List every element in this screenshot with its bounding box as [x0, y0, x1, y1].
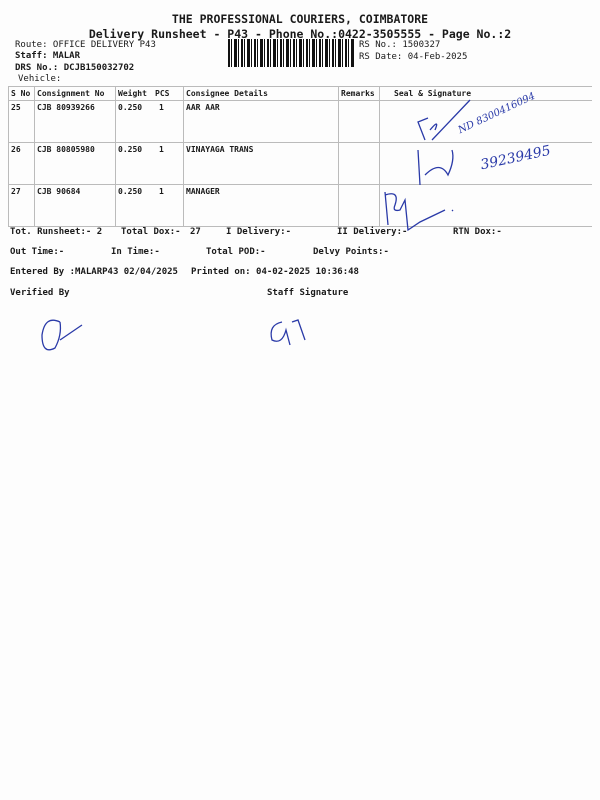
company-title: THE PROFESSIONAL COURIERS, COIMBATORE — [171, 12, 429, 26]
verified-signature — [41, 319, 83, 351]
consignment-table: S No Consignment No Weight PCS Consignee… — [8, 86, 592, 227]
consignment-no: CJB 80805980 — [34, 142, 116, 185]
consignee: VINAYAGA TRANS — [183, 142, 339, 185]
in-time: In Time:- — [111, 247, 160, 257]
table-row: 25 CJB 80939266 0.250 1 AAR AAR — [8, 100, 592, 143]
consignment-no: CJB 80939266 — [34, 100, 116, 143]
remarks — [338, 184, 380, 227]
total-pod: Total POD:- — [206, 247, 266, 257]
out-time: Out Time:- — [10, 247, 65, 257]
staff-signature — [270, 319, 306, 346]
weight: 0.250 — [115, 142, 153, 185]
weight: 0.250 — [115, 184, 153, 227]
table-row: 26 CJB 80805980 0.250 1 VINAYAGA TRANS — [8, 142, 592, 185]
consignee: MANAGER — [183, 184, 339, 227]
seal-signature — [379, 142, 592, 185]
tot-runsheet: Tot. Runsheet:- 2 — [10, 227, 103, 237]
rs-date: RS Date: 04-Feb-2025 — [359, 52, 468, 62]
remarks — [338, 142, 380, 185]
vehicle: Vehicle: — [18, 74, 62, 84]
sno: 26 — [8, 142, 35, 185]
signature-row3 — [384, 191, 454, 232]
barcode — [228, 39, 354, 67]
signature-row1 — [417, 99, 471, 141]
rtn-dox: RTN Dox:- — [453, 227, 502, 237]
entered-by: Entered By :MALARP43 02/04/2025 — [10, 267, 178, 277]
total-dox: Total Dox:- — [121, 227, 181, 237]
total-dox-value: 27 — [190, 227, 201, 237]
drs-no: DRS No.: DCJB150032702 — [15, 63, 135, 73]
weight: 0.250 — [115, 100, 153, 143]
pcs: 1 — [153, 184, 184, 227]
signature-row2 — [417, 149, 454, 186]
sno: 27 — [8, 184, 35, 227]
runsheet-subtitle: Delivery Runsheet - P43 - Phone No.:0422… — [88, 27, 512, 41]
staff: Staff: MALAR — [15, 51, 81, 61]
rs-no: RS No.: 1500327 — [359, 40, 441, 50]
delvy-points: Delvy Points:- — [313, 247, 389, 257]
ii-delivery: II Delivery:- — [337, 227, 408, 237]
consignment-no: CJB 90684 — [34, 184, 116, 227]
route: Route: OFFICE DELIVERY P43 — [15, 40, 156, 50]
verified-by: Verified By — [10, 288, 70, 298]
printed-on: Printed on: 04-02-2025 10:36:48 — [191, 267, 359, 277]
seal-signature — [379, 184, 592, 227]
pcs: 1 — [153, 142, 184, 185]
table-row: 27 CJB 90684 0.250 1 MANAGER — [8, 184, 592, 227]
remarks — [338, 100, 380, 143]
i-delivery: I Delivery:- — [226, 227, 292, 237]
staff-signature-label: Staff Signature — [267, 288, 349, 298]
